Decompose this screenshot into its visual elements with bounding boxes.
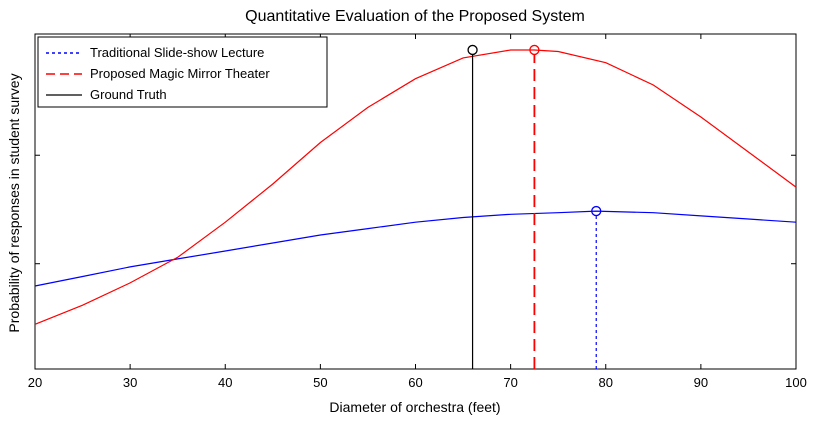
peak-marker-0 [591,205,602,217]
x-tick-label: 60 [408,375,422,390]
legend: Traditional Slide-show Lecture Proposed … [37,36,328,108]
peak-marker-2 [467,44,478,56]
x-tick-label: 90 [694,375,708,390]
legend-box [37,36,328,108]
series-line-0 [34,210,797,287]
axis-ticks: 20 30 40 50 60 70 80 90 100 [28,34,807,390]
series-curves [34,49,797,325]
x-tick-label: 30 [123,375,137,390]
x-tick-label: 20 [28,375,42,390]
legend-label-ground-truth: Ground Truth [90,87,167,102]
x-tick-label: 70 [503,375,517,390]
x-tick-label: 80 [599,375,613,390]
legend-label-traditional: Traditional Slide-show Lecture [90,45,264,60]
peak-marker-1 [529,44,540,56]
series-line-1 [34,49,797,325]
legend-label-proposed: Proposed Magic Mirror Theater [90,66,270,81]
x-axis-title: Diameter of orchestra (feet) [329,399,500,415]
x-tick-label: 40 [218,375,232,390]
x-tick-label: 50 [313,375,327,390]
y-axis-title: Probability of responses in student surv… [6,73,22,332]
x-tick-label: 100 [785,375,807,390]
peak-markers [467,44,602,369]
chart-title: Quantitative Evaluation of the Proposed … [245,8,585,25]
